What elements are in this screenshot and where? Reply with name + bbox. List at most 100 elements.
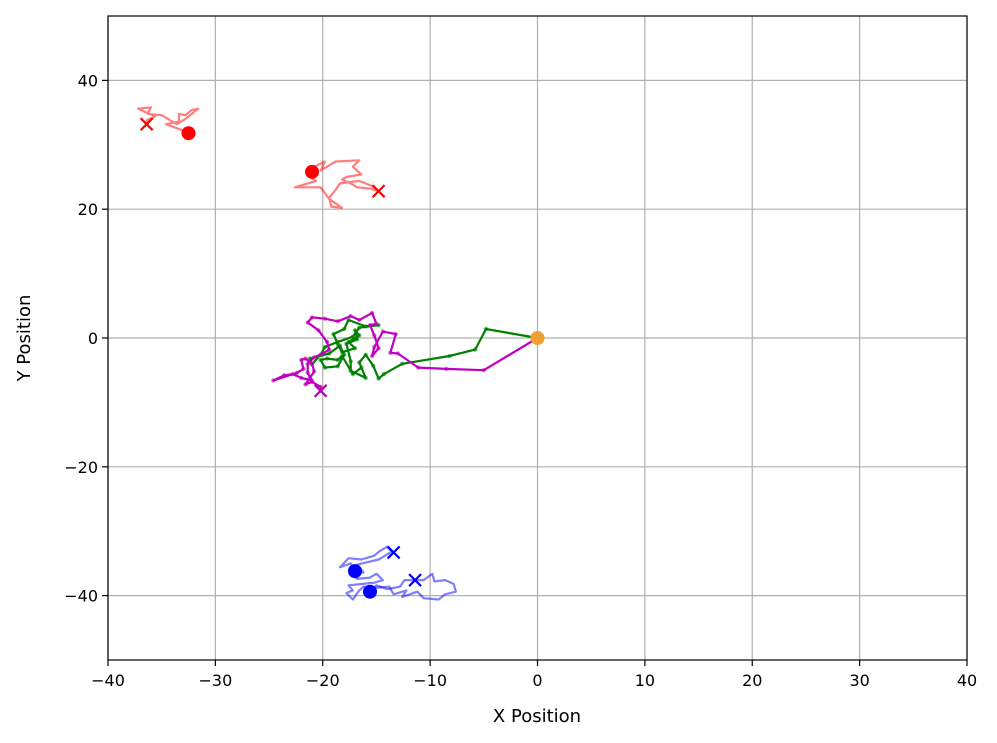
trajectory-series	[362, 573, 422, 599]
trajectory-point	[380, 329, 386, 334]
trajectory-series	[271, 310, 540, 398]
trajectory-point	[335, 364, 340, 369]
trajectory-point	[369, 353, 375, 359]
trajectory-point	[294, 370, 300, 375]
trajectory-point	[447, 353, 452, 359]
trajectory-point	[395, 351, 401, 356]
end-marker	[313, 384, 328, 398]
trajectory-point	[363, 324, 368, 329]
trajectory-point	[388, 350, 393, 356]
start-marker	[362, 584, 377, 599]
trajectory-point	[335, 339, 340, 345]
trajectory-point	[301, 366, 306, 372]
trajectory-point	[318, 357, 323, 363]
trajectory-point	[357, 360, 362, 365]
y-tick-label: 0	[88, 329, 98, 348]
trajectory-point	[473, 347, 478, 352]
trajectory-line	[137, 106, 200, 135]
trajectory-point	[311, 355, 317, 360]
trajectory-point	[305, 361, 310, 366]
trajectory-point	[376, 346, 381, 351]
x-axis-label: X Position	[493, 706, 581, 727]
trajectory-point	[309, 315, 315, 320]
x-tick-label: 30	[849, 671, 869, 690]
x-tick-label: 0	[532, 671, 542, 690]
trajectory-point	[346, 339, 351, 345]
trajectory-point	[372, 333, 377, 338]
trajectory-point	[335, 357, 340, 363]
trajectory-point	[311, 369, 317, 374]
trajectory-line	[308, 318, 538, 380]
trajectory-point	[354, 337, 360, 342]
x-tick-label: −20	[306, 671, 340, 690]
start-marker	[347, 564, 362, 579]
trajectory-point	[346, 317, 351, 323]
trajectory-point	[357, 325, 362, 330]
trajectory-point	[367, 322, 373, 328]
trajectory-point	[337, 343, 343, 348]
trajectory-point	[303, 382, 308, 387]
trajectory-point	[352, 328, 358, 333]
plot-area	[137, 106, 545, 601]
start-marker	[305, 164, 320, 179]
trajectory-line	[369, 578, 416, 593]
trajectory-point	[400, 361, 405, 366]
trajectory-point	[348, 313, 353, 319]
trajectory-point	[357, 317, 362, 323]
x-tick-label: 40	[957, 671, 977, 690]
trajectory-point	[374, 321, 379, 327]
trajectory-point	[290, 371, 295, 377]
trajectory-point	[348, 368, 353, 374]
trajectory-point	[381, 371, 387, 377]
trajectory-point	[299, 357, 304, 363]
y-axis-label: Y Position	[14, 295, 35, 383]
y-tick-label: 20	[78, 200, 98, 219]
trajectory-point	[305, 320, 310, 325]
trajectory-line	[338, 545, 457, 601]
trajectory-series	[293, 159, 386, 209]
trajectory-point	[320, 351, 325, 356]
y-tick-label: −20	[64, 458, 98, 477]
trajectory-point	[348, 358, 353, 364]
trajectory-point	[322, 316, 328, 321]
x-tick-label: −30	[198, 671, 232, 690]
trajectory-point	[309, 379, 315, 384]
trajectory-point	[357, 333, 362, 338]
trajectory-point	[369, 310, 375, 316]
trajectory-point	[305, 370, 310, 375]
trajectory-point	[326, 351, 332, 356]
trajectory-point	[309, 361, 315, 366]
trajectory-point	[316, 328, 321, 333]
trajectory-point	[350, 334, 356, 339]
trajectory-point	[363, 352, 368, 357]
x-tick-label: 10	[635, 671, 655, 690]
trajectory-point	[307, 375, 313, 381]
trajectory-point	[481, 368, 487, 373]
trajectory-point	[371, 363, 376, 368]
trajectory-point	[363, 375, 368, 381]
trajectory-point	[324, 339, 330, 345]
trajectory-series	[137, 106, 200, 141]
trajectory-point	[359, 365, 364, 370]
trajectory-point	[331, 331, 336, 337]
trajectory-point	[444, 366, 449, 372]
trajectory-point	[342, 326, 347, 332]
x-tick-label: 20	[742, 671, 762, 690]
trajectory-point	[326, 347, 332, 352]
trajectory-point	[335, 319, 340, 324]
trajectory-point	[322, 365, 328, 370]
y-tick-label: 40	[78, 71, 98, 90]
trajectory-point	[352, 346, 358, 351]
trajectory-point	[271, 378, 276, 383]
end-marker	[371, 184, 386, 198]
trajectory-point	[303, 356, 308, 361]
trajectory-point	[299, 375, 304, 381]
trajectory-point	[483, 326, 489, 332]
trajectory-point	[416, 365, 421, 370]
trajectory-point	[339, 353, 345, 359]
y-tick-label: −40	[64, 587, 98, 606]
end-marker	[408, 573, 422, 587]
x-tick-label: −10	[413, 671, 447, 690]
trajectory-point	[324, 356, 330, 361]
